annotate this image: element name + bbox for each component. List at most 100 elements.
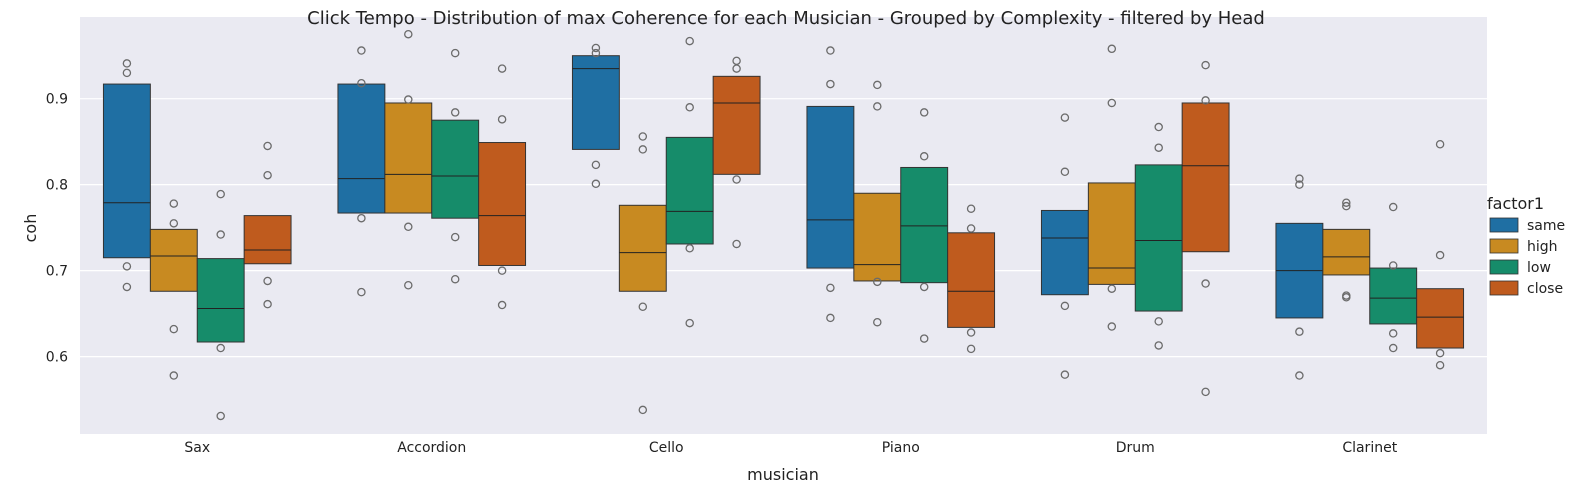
outlier-point [1342, 198, 1351, 207]
outlier-point [919, 334, 929, 343]
outlier-point [1388, 261, 1398, 270]
outlier-point [1107, 44, 1117, 54]
outlier-point [685, 244, 694, 253]
legend-swatch-high [1489, 238, 1519, 254]
outlier-point [919, 152, 929, 161]
outlier-point [638, 132, 648, 141]
box-low [431, 119, 480, 219]
x-axis-label: musician [747, 465, 819, 484]
x-tick-label: Accordion [397, 440, 466, 456]
outlier-point [497, 266, 507, 275]
box-same [1040, 209, 1089, 296]
chart-title: Click Tempo - Distribution of max Cohere… [307, 8, 1265, 29]
outlier-point [826, 79, 835, 89]
outlier-point [919, 108, 929, 117]
box-same [571, 55, 620, 150]
outlier-point [873, 102, 882, 111]
outlier-point [263, 141, 272, 151]
outlier-point [357, 287, 366, 297]
outlier-point [1295, 371, 1304, 380]
legend-label-low: low [1527, 260, 1551, 276]
outlier-point [216, 230, 225, 239]
legend-label-high: high [1527, 239, 1558, 255]
outlier-point [1435, 360, 1445, 370]
plot-area [80, 17, 1487, 434]
outlier-point [1295, 327, 1304, 336]
box-close [478, 142, 527, 266]
outlier-point [685, 36, 694, 46]
x-tick-label: Piano [882, 440, 920, 456]
outlier-point [1435, 250, 1445, 260]
y-tick-label: 0.7 [46, 264, 68, 280]
outlier-point [638, 302, 648, 312]
outlier-point [591, 48, 601, 58]
outlier-point [404, 29, 413, 39]
outlier-point [450, 232, 460, 242]
grid-lines [80, 98, 1487, 358]
outlier-point [966, 204, 976, 213]
outlier-point [1201, 60, 1210, 70]
box-high [1322, 228, 1371, 276]
box-high [618, 204, 667, 292]
x-tick-label: Sax [184, 440, 210, 456]
outlier-point [966, 224, 976, 233]
outlier-point [1107, 284, 1117, 293]
outlier-point [1435, 139, 1445, 149]
outlier-point [122, 68, 132, 78]
box-low [1369, 267, 1418, 325]
outlier-point [1435, 348, 1445, 358]
box-high [853, 192, 902, 282]
box-same [806, 105, 855, 269]
outlier-point [216, 189, 225, 199]
outlier-point [1342, 201, 1351, 211]
outlier-point [122, 262, 132, 271]
box-same [337, 83, 386, 214]
outlier-point [263, 276, 272, 286]
legend-title: factor1 [1487, 194, 1544, 213]
outlier-point [638, 145, 648, 154]
outlier-point [1388, 343, 1398, 353]
outlier-point [1201, 96, 1210, 105]
outlier-point [826, 313, 835, 323]
legend-swatch-low [1489, 259, 1519, 275]
box-low [900, 166, 949, 284]
outlier-point [1154, 317, 1163, 326]
box-low [1134, 164, 1183, 312]
y-axis-ticks: 0.6 0.7 0.8 0.9 [46, 92, 68, 366]
outlier-point [685, 318, 694, 328]
outlier-point [169, 219, 179, 228]
outlier-point [450, 274, 460, 284]
y-tick-label: 0.6 [46, 350, 68, 366]
outlier-point [1107, 322, 1117, 331]
outlier-point [497, 64, 507, 73]
outlier-point [404, 95, 413, 104]
outlier-point [1295, 174, 1304, 183]
box-close [947, 232, 996, 328]
legend-label-close: close [1527, 281, 1563, 297]
legend-label-same: same [1527, 218, 1565, 234]
box-high [1087, 182, 1136, 285]
outlier-point [357, 46, 366, 55]
outlier-point [497, 115, 507, 124]
outlier-point [404, 281, 413, 290]
box-same [102, 83, 151, 259]
outlier-point [873, 80, 882, 90]
outlier-point [263, 170, 272, 180]
outlier-point [638, 405, 648, 415]
outlier-point [732, 239, 741, 249]
outlier-point [591, 179, 601, 189]
outlier-point [1154, 143, 1163, 152]
box-layer [102, 29, 1465, 421]
outlier-point [1201, 387, 1210, 397]
y-tick-label: 0.8 [46, 178, 68, 194]
box-close [1416, 288, 1465, 349]
outlier-point [1388, 329, 1398, 338]
outlier-point [216, 411, 225, 421]
outlier-point [1060, 167, 1070, 177]
outlier-point [873, 317, 882, 327]
outlier-point [732, 64, 741, 73]
outlier-point [216, 343, 225, 353]
outlier-point [685, 103, 694, 112]
outlier-point [873, 277, 882, 287]
